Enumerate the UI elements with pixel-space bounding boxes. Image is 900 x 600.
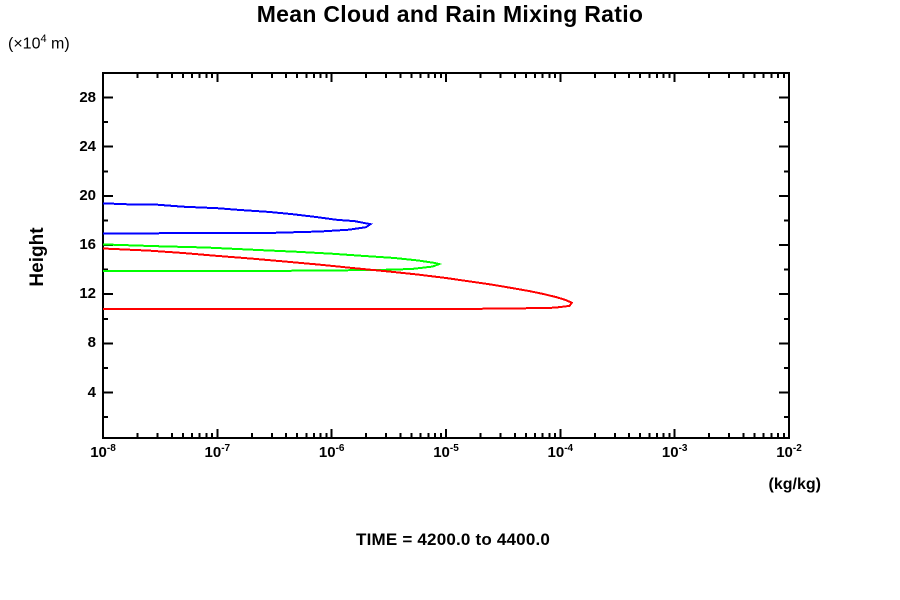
x-tick-label: 10-2 [776, 443, 802, 461]
x-tick-exponent: -5 [449, 443, 459, 454]
x-tick-exponent: -2 [792, 443, 802, 454]
x-tick-base: 10 [776, 444, 793, 461]
x-tick-base: 10 [318, 444, 336, 461]
x-tick-exponent: -8 [106, 443, 116, 454]
x-units-label: (kg/kg) [768, 476, 821, 493]
series-green [102, 243, 443, 273]
x-tick-exponent: -3 [678, 443, 688, 454]
y-units-exponent: 4 [40, 33, 47, 45]
x-tick-label: 10-4 [548, 443, 574, 461]
series-blue [102, 202, 374, 235]
y-units-label: (×104 m) [8, 33, 70, 53]
x-tick-exponent: -7 [221, 443, 231, 454]
series-red [102, 247, 574, 310]
x-tick-label: 10-6 [319, 443, 345, 461]
y-tick-label: 24 [79, 137, 96, 155]
y-tick-label: 28 [79, 88, 96, 106]
x-tick-label: 10-8 [90, 443, 116, 461]
y-tick-label: 20 [79, 186, 96, 204]
y-tick-label: 16 [79, 236, 96, 254]
x-tick-base: 10 [433, 444, 450, 461]
x-tick-base: 10 [90, 444, 107, 461]
axis-ticks [102, 73, 790, 438]
time-caption: TIME = 4200.0 to 4400.0 [356, 530, 551, 549]
y-tick-label: 12 [79, 285, 96, 303]
x-tick-base: 10 [547, 444, 565, 461]
x-tick-label: 10-3 [662, 443, 688, 461]
x-tick-label: 10-5 [433, 443, 459, 461]
chart-title: Mean Cloud and Rain Mixing Ratio [256, 1, 644, 27]
y-tick-label: 8 [87, 334, 96, 352]
y-units-suffix: m) [46, 35, 70, 53]
y-units-prefix: (×10 [8, 35, 41, 53]
x-tick-exponent: -6 [335, 443, 345, 454]
x-tick-base: 10 [204, 444, 222, 461]
x-tick-label: 10-7 [205, 443, 231, 461]
y-tick-label: 4 [87, 383, 96, 401]
x-tick-exponent: -4 [564, 443, 574, 454]
x-tick-base: 10 [661, 444, 679, 461]
